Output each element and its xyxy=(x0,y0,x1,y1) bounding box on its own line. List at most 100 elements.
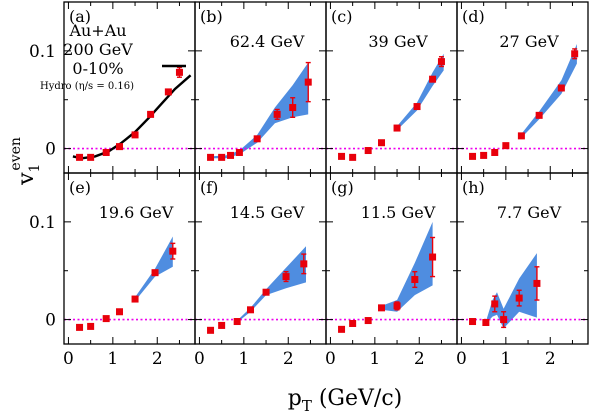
energy-label: 11.5 GeV xyxy=(361,203,436,222)
data-point xyxy=(393,302,401,310)
systematic-band xyxy=(485,253,537,329)
y-tick-label: 0.1 xyxy=(29,42,56,62)
data-point xyxy=(517,132,525,140)
panel-a: (a) 0 0.1 xyxy=(29,1,196,174)
data-point xyxy=(102,148,110,156)
x-axis-subscript: T xyxy=(302,397,312,413)
data-point xyxy=(76,323,84,331)
panel-label: (d) xyxy=(462,7,485,26)
panel-label: (g) xyxy=(331,178,354,197)
data-point xyxy=(364,147,372,155)
data-point xyxy=(413,103,421,111)
panel-d: (d) 27 GeV xyxy=(456,1,589,174)
data-point xyxy=(273,110,281,118)
y-axis-subscript: 1 xyxy=(27,164,43,173)
x-tick-label: 2 xyxy=(414,349,425,369)
data-point xyxy=(429,75,437,83)
panel-frame xyxy=(325,172,458,345)
data-point xyxy=(147,110,155,118)
panel-b: (b) 62.4 GeV xyxy=(194,1,327,174)
data-point xyxy=(218,153,226,161)
data-point xyxy=(502,142,510,150)
data-point xyxy=(151,269,159,277)
data-point xyxy=(411,276,419,284)
panel-label: (a) xyxy=(69,7,91,26)
systematic-band xyxy=(381,221,433,312)
data-point xyxy=(338,325,346,333)
systematic-band xyxy=(135,236,173,301)
x-tick-label: 2 xyxy=(545,349,556,369)
data-point xyxy=(349,153,357,161)
panel-h: (h) 7.7 GeV 0 1 2 xyxy=(456,172,589,369)
energy-label: 14.5 GeV xyxy=(230,203,305,222)
x-tick-label: 0 xyxy=(194,349,205,369)
panel-label: (c) xyxy=(331,7,352,26)
data-point xyxy=(131,295,139,303)
data-point xyxy=(169,247,177,255)
energy-label: 7.7 GeV xyxy=(497,203,562,222)
x-tick-label: 1 xyxy=(369,349,380,369)
x-axis-title: pT (GeV/c) xyxy=(288,386,402,413)
data-point xyxy=(482,319,490,327)
panel-g: (g) 11.5 GeV 0 1 2 xyxy=(325,172,458,369)
data-point xyxy=(469,152,477,160)
panel-label: (e) xyxy=(69,178,91,197)
energy-label: 19.6 GeV xyxy=(99,203,174,222)
panel-c: (c) 39 GeV xyxy=(325,1,458,174)
panel-e: (e) 19.6 GeV 0 1 2 0 0.1 xyxy=(29,172,196,369)
data-point xyxy=(131,131,139,139)
x-tick-label: 1 xyxy=(500,349,511,369)
panel-label: (h) xyxy=(462,178,485,197)
y-axis-title: v1even xyxy=(8,137,43,186)
panel-frame xyxy=(456,172,589,345)
y-tick-label: 0 xyxy=(45,140,56,160)
x-tick-label: 0 xyxy=(325,349,336,369)
systematic-band xyxy=(237,246,306,323)
data-point xyxy=(349,319,357,327)
x-tick-label: 0 xyxy=(456,349,467,369)
x-tick-label: 1 xyxy=(107,349,118,369)
panel-frame xyxy=(325,1,458,174)
data-point xyxy=(87,153,95,161)
data-point xyxy=(247,306,255,314)
data-point xyxy=(364,317,372,325)
data-point xyxy=(393,124,401,132)
data-point xyxy=(480,151,488,159)
data-point xyxy=(235,148,243,156)
data-point xyxy=(515,294,523,302)
data-point xyxy=(378,139,386,147)
panel-frame xyxy=(456,1,589,174)
x-tick-label: 2 xyxy=(152,349,163,369)
panel-a-annotations: Au+Au 200 GeV 0-10% Hydro (η/s = 0.16) xyxy=(40,21,186,92)
data-point xyxy=(429,253,437,261)
data-point xyxy=(207,326,215,334)
data-point xyxy=(116,143,124,151)
data-point xyxy=(164,88,172,96)
data-point xyxy=(500,316,508,324)
y-tick-label: 0.1 xyxy=(29,213,56,233)
data-point xyxy=(338,152,346,160)
panel-f: (f) 14.5 GeV 0 1 2 xyxy=(194,172,327,369)
data-point xyxy=(253,135,261,143)
panel-label: (b) xyxy=(200,7,223,26)
data-point xyxy=(218,321,226,329)
data-point xyxy=(304,78,312,86)
data-point xyxy=(437,58,445,66)
panel-frame xyxy=(63,172,196,345)
data-point xyxy=(233,318,241,326)
centrality-label: 0-10% xyxy=(72,59,123,78)
y-axis-superscript: even xyxy=(8,137,24,171)
data-point xyxy=(378,304,386,312)
systematic-band xyxy=(521,44,577,138)
hydro-legend-label: Hydro (η/s = 0.16) xyxy=(40,81,134,92)
data-point xyxy=(557,84,565,92)
data-point xyxy=(282,273,290,281)
data-point xyxy=(289,104,297,112)
data-point xyxy=(207,153,215,161)
system-label: Au+Au xyxy=(68,21,126,40)
x-tick-label: 2 xyxy=(283,349,294,369)
energy-label: 200 GeV xyxy=(63,40,133,59)
x-tick-label: 0 xyxy=(63,349,74,369)
data-point xyxy=(571,50,579,58)
